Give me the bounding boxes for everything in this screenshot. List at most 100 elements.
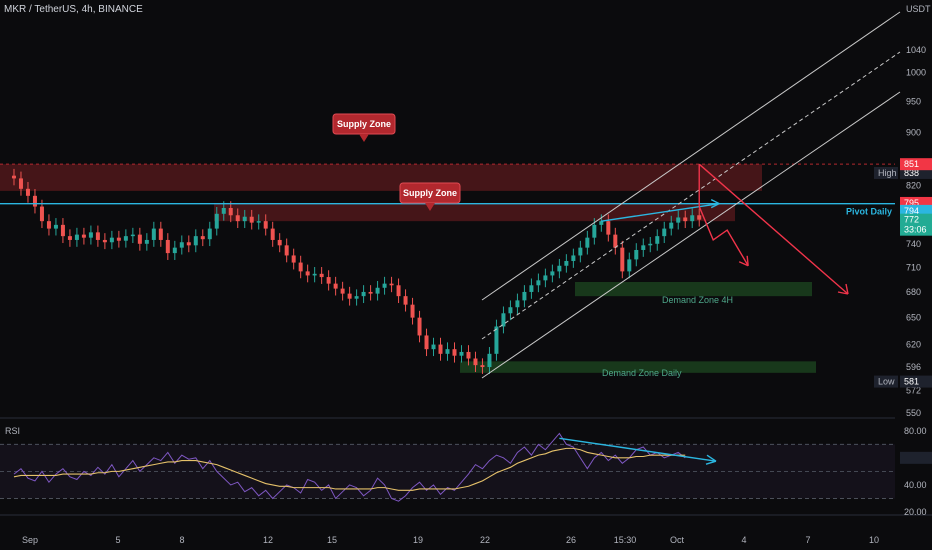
y-tick-label: 950	[906, 97, 921, 107]
x-tick-label: 8	[179, 535, 184, 545]
price-badge-bg	[900, 213, 932, 236]
candle	[445, 349, 450, 354]
candle	[109, 237, 114, 243]
candle	[165, 239, 170, 254]
rsi-ma-line	[13, 447, 686, 491]
price-badge-sub: 33:06	[904, 225, 927, 235]
candle	[270, 228, 275, 240]
candle	[312, 273, 317, 276]
price-badge-value: 795	[904, 198, 919, 208]
candle	[137, 234, 142, 244]
rsi-line	[13, 432, 686, 502]
candle	[655, 236, 660, 244]
candle	[74, 234, 79, 240]
candle	[487, 353, 492, 368]
tags-layer: Supply Zone Supply Zone Demand Zone 4H Dema…	[332, 113, 733, 378]
x-tick-label: 7	[805, 535, 810, 545]
candle	[459, 351, 464, 356]
price-badge-label-bg	[874, 166, 898, 179]
candle	[410, 304, 415, 318]
zone-supply	[214, 202, 735, 222]
x-tick-label: Oct	[670, 535, 685, 545]
candle	[529, 285, 534, 292]
candle	[648, 243, 653, 246]
candle	[599, 221, 604, 225]
candle	[32, 195, 37, 207]
candle	[452, 349, 457, 356]
candle	[536, 280, 541, 286]
candle	[235, 215, 240, 222]
zone-demand	[575, 281, 812, 297]
candle	[473, 358, 478, 366]
supply-tag-2-pointer	[425, 203, 435, 211]
y-tick-label: 740	[906, 239, 921, 249]
candle	[53, 224, 58, 229]
x-tick-label: 19	[413, 535, 423, 545]
y-tick-label: 650	[906, 313, 921, 323]
projection-long-head	[837, 283, 849, 295]
x-tick-label: 12	[263, 535, 273, 545]
candle	[151, 228, 156, 240]
candle	[95, 232, 100, 240]
candle	[578, 247, 583, 256]
y-unit-label: USDT	[906, 4, 931, 14]
candle	[319, 273, 324, 278]
candle	[480, 365, 485, 368]
x-tick-label: 4	[741, 535, 746, 545]
demand-4h-label: Demand Zone 4H	[662, 295, 733, 305]
candle	[284, 245, 289, 256]
y-tick-label: 680	[906, 287, 921, 297]
candle	[242, 216, 247, 222]
candle	[557, 265, 562, 272]
candle	[18, 178, 23, 189]
y-tick-label: 1000	[906, 67, 926, 77]
rsi-tick-label: 80.00	[904, 426, 927, 436]
candle	[172, 247, 177, 254]
x-axis: Sep 5 8 12 15 19 22 26 15:30 Oct 4 7 10	[0, 514, 932, 545]
candle	[39, 206, 44, 222]
channel-upper	[481, 11, 901, 301]
candle	[256, 221, 261, 223]
price-badge: Low 581	[874, 375, 932, 388]
projection-short	[698, 206, 749, 267]
candle	[347, 293, 352, 299]
supply-tag-2-label: Supply Zone	[403, 188, 457, 198]
candle	[361, 291, 366, 297]
candle	[662, 228, 667, 237]
candle	[368, 291, 373, 294]
chart-title: MKR / TetherUS, 4h, BINANCE	[4, 4, 143, 15]
x-tick-label: Sep	[22, 535, 38, 545]
price-badge-bg	[900, 375, 932, 388]
candle	[627, 259, 632, 272]
candle	[60, 224, 65, 237]
candle	[375, 287, 380, 294]
candle	[249, 216, 254, 223]
y-tick-label: 820	[906, 180, 921, 190]
candle	[221, 207, 226, 214]
y-tick-label: 550	[906, 408, 921, 418]
candle	[298, 262, 303, 272]
candle	[676, 217, 681, 223]
candle	[102, 239, 107, 243]
y-tick-label: 596	[906, 362, 921, 372]
candle	[424, 335, 429, 350]
candle	[158, 228, 163, 240]
candle	[389, 283, 394, 286]
supply-tag-1: Supply Zone	[332, 113, 396, 142]
rsi-divergence-arrow	[559, 437, 717, 462]
rsi-divergence-head	[705, 454, 717, 465]
price-badge-value: 772	[904, 215, 919, 225]
candle	[207, 228, 212, 240]
candle	[634, 249, 639, 260]
trend-arrow-head	[710, 199, 720, 209]
y-tick-label: 710	[906, 262, 921, 272]
candle	[263, 221, 268, 229]
candles-layer	[11, 168, 702, 374]
candle	[88, 232, 93, 238]
candle	[340, 288, 345, 294]
candle	[641, 245, 646, 250]
candle	[25, 188, 30, 196]
zones-layer	[0, 163, 895, 373]
